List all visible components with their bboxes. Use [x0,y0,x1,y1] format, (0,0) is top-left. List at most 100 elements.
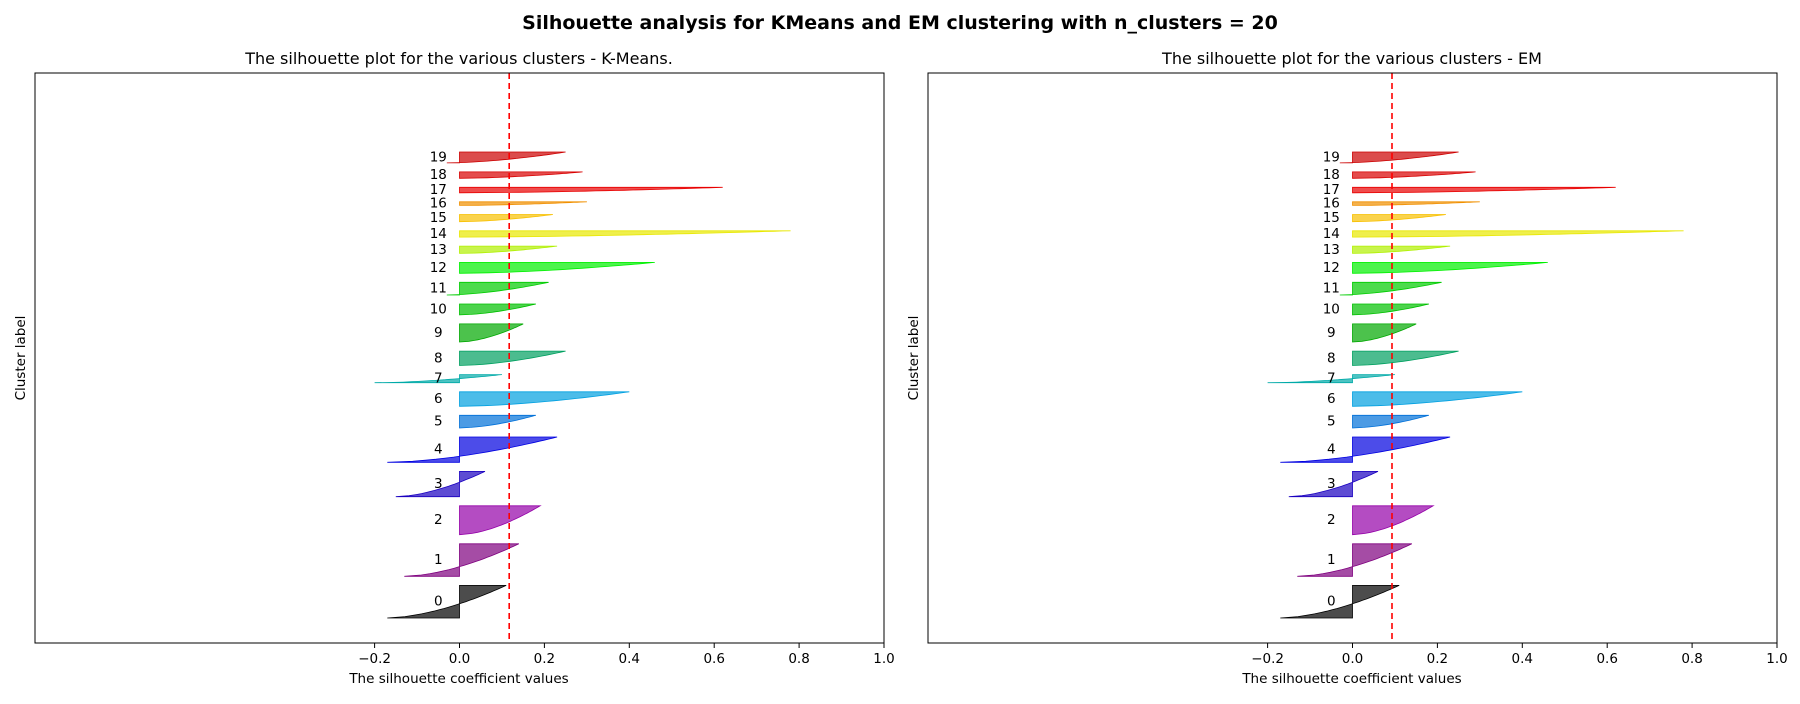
kmeans-cluster-label-12: 12 [430,260,447,276]
em-cluster-label-13: 13 [1323,242,1340,258]
em-cluster-label-2: 2 [1327,512,1336,528]
kmeans-cluster-15-area [459,214,553,223]
em-cluster-label-3: 3 [1327,476,1336,492]
em-cluster-8-area [1352,350,1459,366]
em-cluster-14-area [1352,230,1684,238]
em-cluster-2-area [1352,505,1435,536]
kmeans-cluster-7-area [374,374,503,384]
em-cluster-6-area [1352,391,1523,407]
em-cluster-label-18: 18 [1323,167,1340,183]
em-cluster-0-area [1280,585,1400,619]
em-cluster-4-area [1280,436,1451,463]
kmeans-cluster-2-area [459,505,542,536]
kmeans-cluster-label-1: 1 [434,552,443,568]
kmeans-cluster-19-area [446,151,566,164]
em-cluster-16-area [1352,201,1480,206]
kmeans-cluster-label-0: 0 [434,594,443,610]
kmeans-cluster-10-area [459,303,537,316]
em-x-tick-label: 0.0 [1342,651,1363,667]
kmeans-cluster-0-area [387,585,507,619]
em-cluster-label-5: 5 [1327,414,1336,430]
em-cluster-label-8: 8 [1327,350,1336,366]
kmeans-cluster-label-10: 10 [430,302,447,318]
kmeans-cluster-11-area [446,281,549,296]
em-cluster-17-area [1352,186,1616,194]
kmeans-cluster-label-7: 7 [434,371,443,387]
em-cluster-label-17: 17 [1323,182,1340,198]
kmeans-cluster-label-17: 17 [430,182,447,198]
kmeans-cluster-label-15: 15 [430,210,447,226]
kmeans-cluster-label-11: 11 [430,281,447,297]
kmeans-cluster-label-3: 3 [434,476,443,492]
em-cluster-label-12: 12 [1323,260,1340,276]
kmeans-cluster-label-2: 2 [434,512,443,528]
kmeans-cluster-label-16: 16 [430,196,447,212]
kmeans-cluster-4-area [387,436,558,463]
em-cluster-label-0: 0 [1327,594,1336,610]
kmeans-cluster-9-area [459,323,524,343]
em-cluster-label-15: 15 [1323,210,1340,226]
em-cluster-15-area [1352,214,1446,223]
em-cluster-11-area [1339,281,1442,296]
em-cluster-1-area [1297,543,1413,577]
em-cluster-label-7: 7 [1327,371,1336,387]
kmeans-x-ticks: −0.2 0.0 0.2 0.4 0.6 0.8 1.0 [358,643,895,667]
em-cluster-9-area [1352,323,1417,343]
em-x-tick-label: 0.8 [1681,651,1702,667]
em-cluster-5-area [1352,414,1430,429]
kmeans-x-tick-label: 0.6 [703,651,724,667]
em-cluster-18-area [1352,171,1476,179]
kmeans-cluster-12-area [459,262,655,274]
kmeans-cluster-6-area [459,391,630,407]
em-cluster-label-1: 1 [1327,552,1336,568]
kmeans-cluster-marks [374,151,791,619]
em-x-ticks: −0.2 0.0 0.2 0.4 0.6 0.8 1.0 [1251,643,1788,667]
em-cluster-label-6: 6 [1327,391,1336,407]
em-cluster-label-19: 19 [1323,150,1340,166]
kmeans-x-axis-label: The silhouette coefficient values [348,671,568,687]
kmeans-cluster-13-area [459,245,558,254]
kmeans-cluster-label-4: 4 [434,442,443,458]
em-chart-title: The silhouette plot for the various clus… [1161,49,1542,68]
kmeans-x-tick-label: 0.0 [449,651,470,667]
kmeans-x-tick-label: 0.8 [788,651,809,667]
kmeans-cluster-18-area [459,171,583,179]
kmeans-cluster-label-19: 19 [430,150,447,166]
kmeans-cluster-label-8: 8 [434,350,443,366]
kmeans-cluster-label-14: 14 [430,226,447,242]
em-x-tick-label: 1.0 [1766,651,1787,667]
kmeans-cluster-5-area [459,414,537,429]
kmeans-cluster-17-area [459,186,723,194]
em-x-tick-label: −0.2 [1251,651,1284,667]
em-x-tick-label: 0.6 [1596,651,1617,667]
kmeans-cluster-label-5: 5 [434,414,443,430]
kmeans-cluster-label-18: 18 [430,167,447,183]
kmeans-cluster-14-area [459,230,791,238]
kmeans-y-axis-label: Cluster label [13,316,29,401]
kmeans-x-tick-label: 0.4 [619,651,640,667]
em-silhouette-chart: The silhouette plot for the various clus… [906,49,1788,687]
em-cluster-marks [1267,151,1684,619]
em-cluster-3-area [1288,471,1379,498]
kmeans-x-tick-label: 0.2 [534,651,555,667]
em-x-tick-label: 0.2 [1427,651,1448,667]
em-x-axis-label: The silhouette coefficient values [1241,671,1461,687]
em-cluster-label-14: 14 [1323,226,1340,242]
em-cluster-13-area [1352,245,1451,254]
kmeans-cluster-label-9: 9 [434,325,443,341]
kmeans-chart-title: The silhouette plot for the various clus… [244,49,673,68]
kmeans-cluster-1-area [404,543,520,577]
em-cluster-12-area [1352,262,1548,274]
em-y-axis-label: Cluster label [906,316,922,401]
kmeans-cluster-label-6: 6 [434,391,443,407]
kmeans-cluster-3-area [395,471,486,498]
kmeans-cluster-label-13: 13 [430,242,447,258]
em-cluster-label-16: 16 [1323,196,1340,212]
em-cluster-19-area [1339,151,1459,164]
kmeans-silhouette-chart: The silhouette plot for the various clus… [13,49,895,687]
em-cluster-label-11: 11 [1323,281,1340,297]
